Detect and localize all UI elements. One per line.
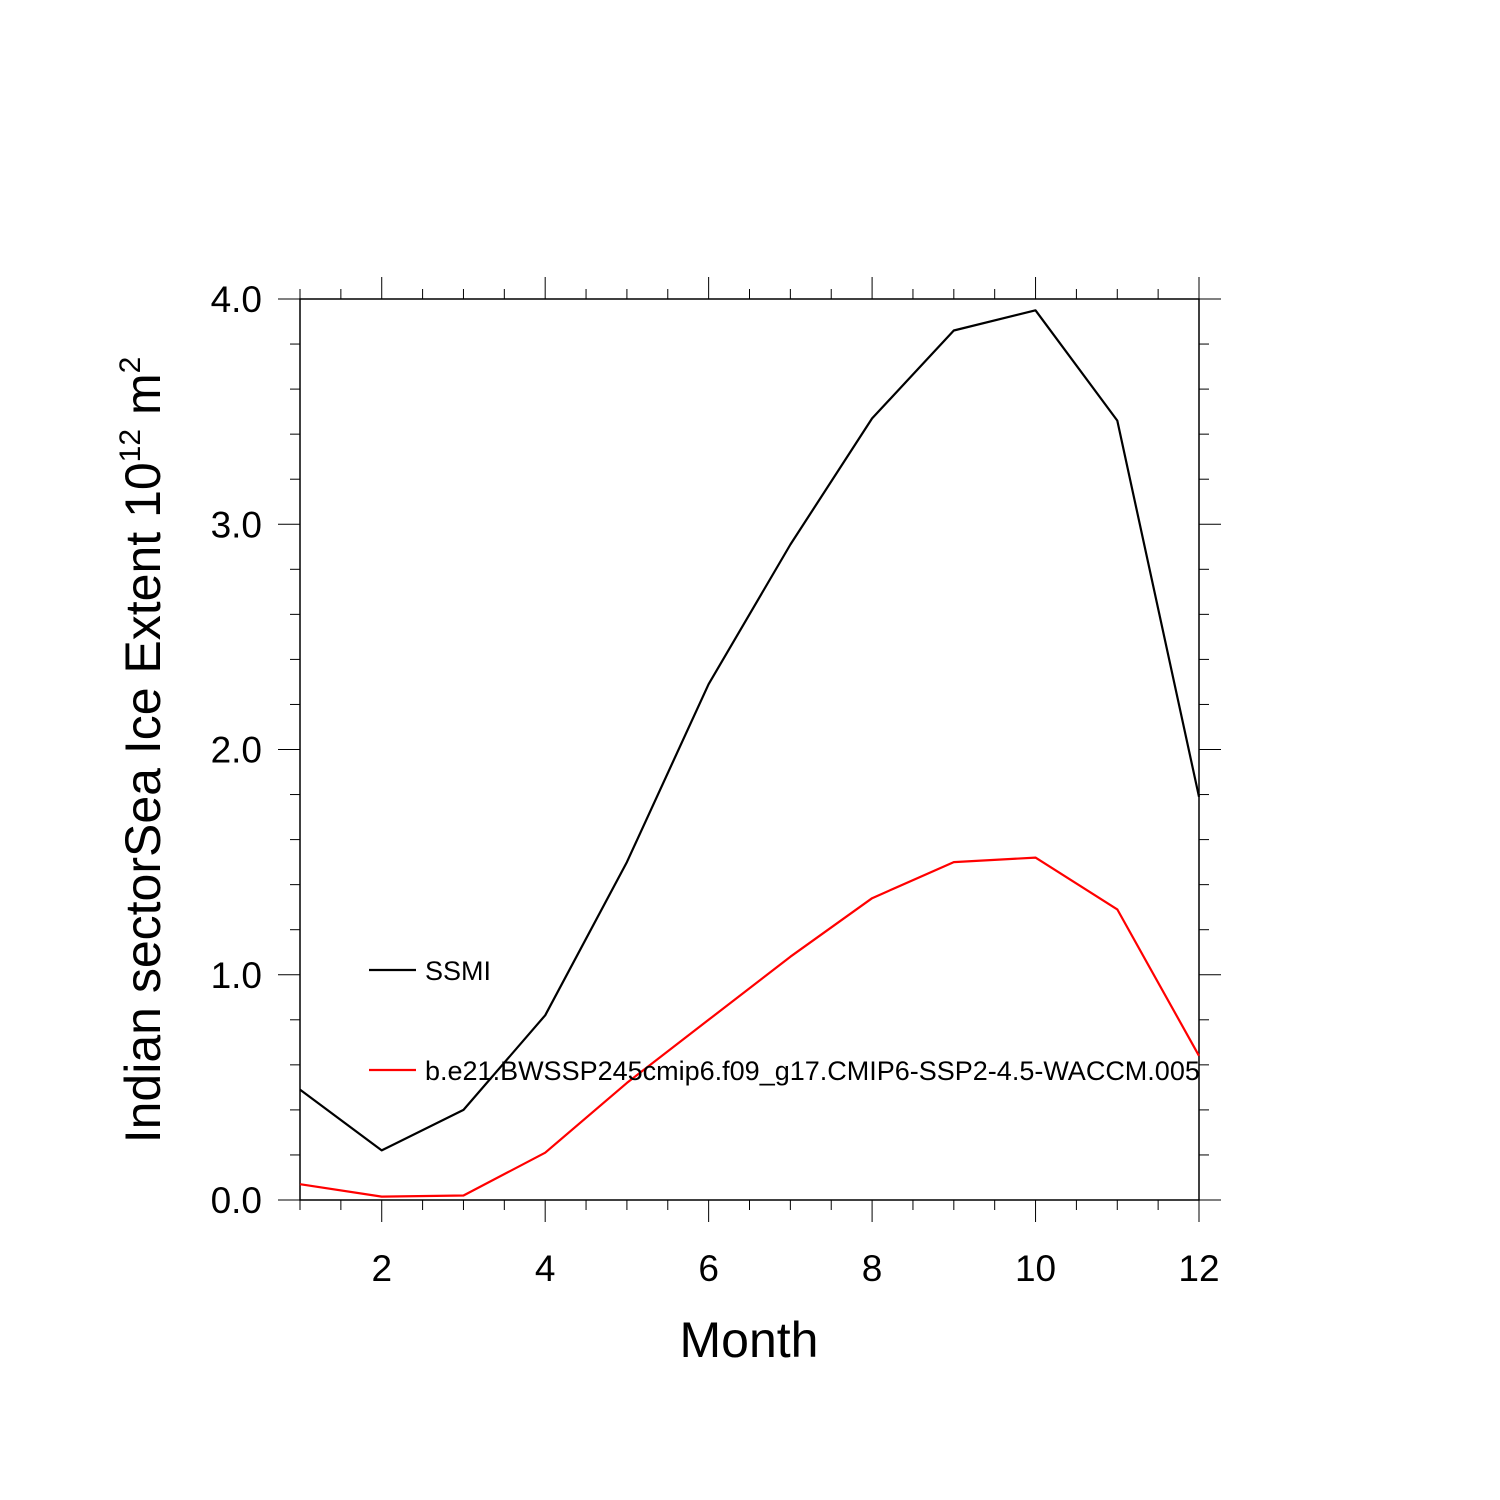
x-axis-title: Month bbox=[680, 1312, 819, 1368]
x-tick-label: 4 bbox=[535, 1248, 556, 1289]
legend-label-1: SSMI bbox=[425, 956, 491, 986]
y-axis-title-unit-exponent: 2 bbox=[114, 357, 147, 374]
tick-labels: 2 4 6 8 10 12 0.0 1.0 2.0 3.0 4.0 bbox=[211, 279, 1220, 1289]
x-tick-label: 8 bbox=[862, 1248, 883, 1289]
legend-label-2: b.e21.BWSSP245cmip6.f09_g17.CMIP6-SSP2-4… bbox=[425, 1056, 1200, 1086]
axis-ticks bbox=[278, 277, 1221, 1222]
y-tick-label: 3.0 bbox=[211, 504, 262, 545]
y-tick-label: 0.0 bbox=[211, 1180, 262, 1221]
x-tick-label: 2 bbox=[371, 1248, 392, 1289]
x-tick-label: 12 bbox=[1178, 1248, 1219, 1289]
y-tick-label: 2.0 bbox=[211, 730, 262, 771]
legend: SSMI b.e21.BWSSP245cmip6.f09_g17.CMIP6-SS… bbox=[369, 956, 1200, 1086]
y-axis-title-unit: m bbox=[115, 373, 171, 429]
series-line-2 bbox=[299, 856, 1200, 1198]
series-line-1 bbox=[299, 309, 1201, 1152]
series-lines bbox=[299, 309, 1201, 1198]
x-tick-label: 6 bbox=[698, 1248, 719, 1289]
y-axis-title: Indian sectorSea Ice Extent 1012 m2 bbox=[114, 357, 171, 1144]
y-axis-title-exponent: 12 bbox=[114, 429, 147, 462]
y-tick-label: 4.0 bbox=[211, 279, 262, 320]
y-tick-label: 1.0 bbox=[211, 955, 262, 996]
y-axis-title-main: Indian sectorSea Ice Extent 10 bbox=[115, 462, 171, 1143]
x-tick-label: 10 bbox=[1015, 1248, 1056, 1289]
